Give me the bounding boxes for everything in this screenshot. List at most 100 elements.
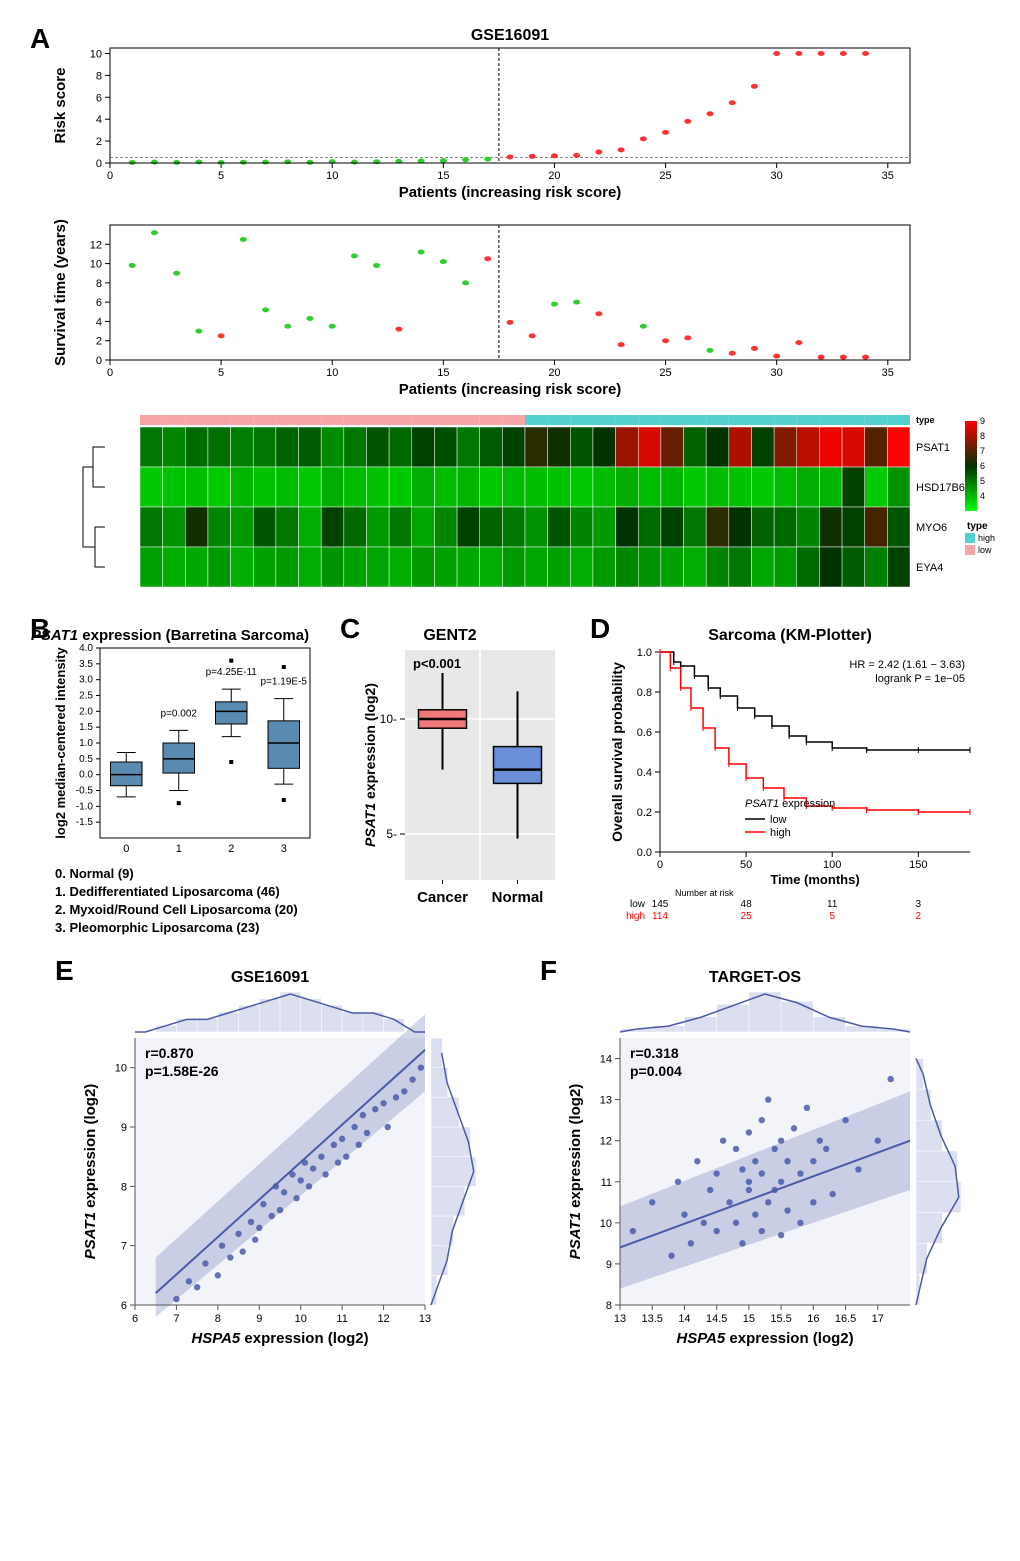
svg-text:8: 8 bbox=[606, 1300, 612, 1312]
svg-text:1.5: 1.5 bbox=[79, 722, 93, 733]
svg-text:150: 150 bbox=[909, 859, 927, 871]
svg-text:6: 6 bbox=[96, 92, 102, 104]
svg-text:12: 12 bbox=[90, 239, 102, 251]
svg-text:11: 11 bbox=[827, 899, 838, 910]
svg-text:20: 20 bbox=[548, 170, 560, 182]
svg-text:PSAT1: PSAT1 bbox=[916, 442, 950, 454]
svg-text:7: 7 bbox=[980, 446, 985, 456]
svg-text:0.0: 0.0 bbox=[79, 770, 93, 781]
svg-text:F: F bbox=[540, 955, 557, 986]
svg-text:2: 2 bbox=[228, 843, 234, 855]
svg-text:low: low bbox=[978, 545, 992, 555]
svg-text:1: 1 bbox=[176, 843, 182, 855]
svg-text:0.6: 0.6 bbox=[637, 727, 652, 739]
svg-text:high: high bbox=[626, 911, 645, 922]
svg-text:7: 7 bbox=[121, 1241, 127, 1253]
svg-text:HSPA5 expression (log2): HSPA5 expression (log2) bbox=[676, 1330, 853, 1347]
svg-text:8: 8 bbox=[96, 70, 102, 82]
svg-text:14.5: 14.5 bbox=[706, 1313, 727, 1325]
svg-text:5: 5 bbox=[218, 170, 224, 182]
svg-text:20: 20 bbox=[548, 367, 560, 379]
svg-text:1. Dedifferentiated Liposarcom: 1. Dedifferentiated Liposarcoma (46) bbox=[55, 884, 280, 899]
svg-text:25: 25 bbox=[659, 170, 671, 182]
svg-text:6: 6 bbox=[96, 297, 102, 309]
svg-text:10: 10 bbox=[326, 367, 338, 379]
svg-text:13: 13 bbox=[419, 1313, 431, 1325]
svg-text:low: low bbox=[770, 814, 787, 826]
svg-text:PSAT1 expression (Barretina Sa: PSAT1 expression (Barretina Sarcoma) bbox=[31, 627, 309, 644]
svg-text:2: 2 bbox=[96, 336, 102, 348]
svg-text:4: 4 bbox=[96, 114, 102, 126]
svg-text:PSAT1 expression (log2): PSAT1 expression (log2) bbox=[82, 1084, 99, 1260]
svg-text:Overall survival probability: Overall survival probability bbox=[609, 662, 625, 842]
svg-text:13: 13 bbox=[614, 1313, 626, 1325]
svg-text:5: 5 bbox=[980, 476, 985, 486]
svg-text:35: 35 bbox=[882, 170, 894, 182]
svg-text:9: 9 bbox=[256, 1313, 262, 1325]
svg-text:p=1.19E-5: p=1.19E-5 bbox=[261, 677, 308, 688]
svg-text:9: 9 bbox=[121, 1122, 127, 1134]
svg-text:100: 100 bbox=[823, 859, 841, 871]
svg-text:13: 13 bbox=[600, 1095, 612, 1107]
svg-text:Number at risk: Number at risk bbox=[675, 888, 734, 898]
svg-text:logrank P = 1e−05: logrank P = 1e−05 bbox=[875, 673, 965, 685]
svg-text:type: type bbox=[916, 415, 935, 425]
svg-text:2: 2 bbox=[916, 911, 922, 922]
svg-text:8: 8 bbox=[96, 278, 102, 290]
svg-text:10-: 10- bbox=[380, 712, 397, 726]
svg-text:0. Normal (9): 0. Normal (9) bbox=[55, 866, 134, 881]
svg-text:PSAT1 expression: PSAT1 expression bbox=[745, 798, 835, 810]
svg-text:E: E bbox=[55, 955, 74, 986]
svg-text:3: 3 bbox=[916, 899, 922, 910]
svg-text:10: 10 bbox=[90, 48, 102, 60]
figure-svg: AGSE16091051015202530350246810Risk score… bbox=[20, 20, 1000, 1536]
svg-text:HR = 2.42 (1.61 − 3.63): HR = 2.42 (1.61 − 3.63) bbox=[849, 659, 965, 671]
svg-text:0.0: 0.0 bbox=[637, 847, 652, 859]
svg-text:10: 10 bbox=[600, 1218, 612, 1230]
svg-text:2.5: 2.5 bbox=[79, 691, 93, 702]
svg-text:12: 12 bbox=[600, 1136, 612, 1148]
svg-text:high: high bbox=[978, 533, 995, 543]
svg-text:HSPA5 expression (log2): HSPA5 expression (log2) bbox=[191, 1330, 368, 1347]
svg-text:GENT2: GENT2 bbox=[423, 627, 476, 644]
svg-text:TARGET-OS: TARGET-OS bbox=[709, 969, 801, 986]
svg-text:3.5: 3.5 bbox=[79, 659, 93, 670]
svg-text:9: 9 bbox=[980, 416, 985, 426]
svg-text:10: 10 bbox=[90, 259, 102, 271]
svg-text:p=1.58E-26: p=1.58E-26 bbox=[145, 1063, 219, 1079]
svg-text:12: 12 bbox=[377, 1313, 389, 1325]
svg-text:2: 2 bbox=[96, 136, 102, 148]
svg-text:17: 17 bbox=[872, 1313, 884, 1325]
svg-text:4: 4 bbox=[980, 491, 985, 501]
svg-text:25: 25 bbox=[659, 367, 671, 379]
svg-text:5-: 5- bbox=[386, 827, 397, 841]
svg-text:145: 145 bbox=[652, 899, 669, 910]
svg-text:48: 48 bbox=[741, 899, 753, 910]
svg-text:15: 15 bbox=[743, 1313, 755, 1325]
svg-text:C: C bbox=[340, 613, 360, 644]
svg-text:PSAT1 expression (log2): PSAT1 expression (log2) bbox=[567, 1084, 584, 1260]
svg-text:-1.5: -1.5 bbox=[76, 817, 94, 828]
svg-text:MYO6: MYO6 bbox=[916, 522, 947, 534]
svg-text:6: 6 bbox=[132, 1313, 138, 1325]
svg-text:11: 11 bbox=[336, 1313, 347, 1325]
svg-text:0: 0 bbox=[107, 367, 113, 379]
svg-text:0: 0 bbox=[657, 859, 663, 871]
svg-text:8: 8 bbox=[980, 431, 985, 441]
svg-text:5: 5 bbox=[829, 911, 835, 922]
svg-text:PSAT1 expression (log2): PSAT1 expression (log2) bbox=[362, 683, 378, 847]
svg-text:p=4.25E-11: p=4.25E-11 bbox=[206, 667, 258, 678]
svg-text:0.5: 0.5 bbox=[79, 754, 93, 765]
svg-text:0.2: 0.2 bbox=[637, 807, 652, 819]
svg-text:0.4: 0.4 bbox=[637, 767, 652, 779]
svg-text:r=0.318: r=0.318 bbox=[630, 1045, 679, 1061]
svg-text:1.0: 1.0 bbox=[79, 738, 93, 749]
svg-text:Cancer: Cancer bbox=[417, 889, 468, 906]
svg-text:25: 25 bbox=[741, 911, 753, 922]
svg-text:13.5: 13.5 bbox=[642, 1313, 663, 1325]
svg-text:30: 30 bbox=[771, 170, 783, 182]
svg-text:Sarcoma (KM-Plotter): Sarcoma (KM-Plotter) bbox=[708, 627, 872, 644]
svg-text:16: 16 bbox=[807, 1313, 819, 1325]
svg-text:D: D bbox=[590, 613, 610, 644]
svg-text:15.5: 15.5 bbox=[770, 1313, 791, 1325]
